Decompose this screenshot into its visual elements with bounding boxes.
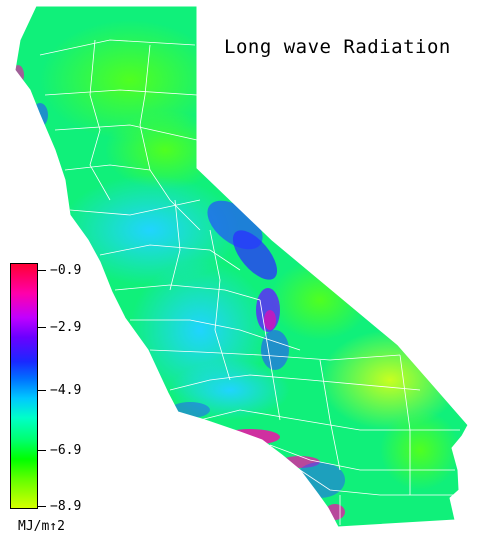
legend-tick — [38, 450, 46, 451]
legend-tick — [38, 270, 46, 271]
legend-tick — [38, 506, 46, 507]
legend-tick-label: −2.9 — [50, 320, 82, 335]
map-title: Long wave Radiation — [224, 36, 451, 58]
legend-tick-label: −8.9 — [50, 499, 82, 514]
legend-tick-label: −4.9 — [50, 383, 82, 398]
legend-tick-label: −6.9 — [50, 443, 82, 458]
legend-tick — [38, 327, 46, 328]
county-boundaries — [39, 39, 460, 525]
legend-tick-label: −0.9 — [50, 263, 82, 278]
color-scale-bar — [10, 263, 38, 509]
legend-tick — [38, 390, 46, 391]
legend-units: MJ/m↑2 — [18, 519, 65, 534]
